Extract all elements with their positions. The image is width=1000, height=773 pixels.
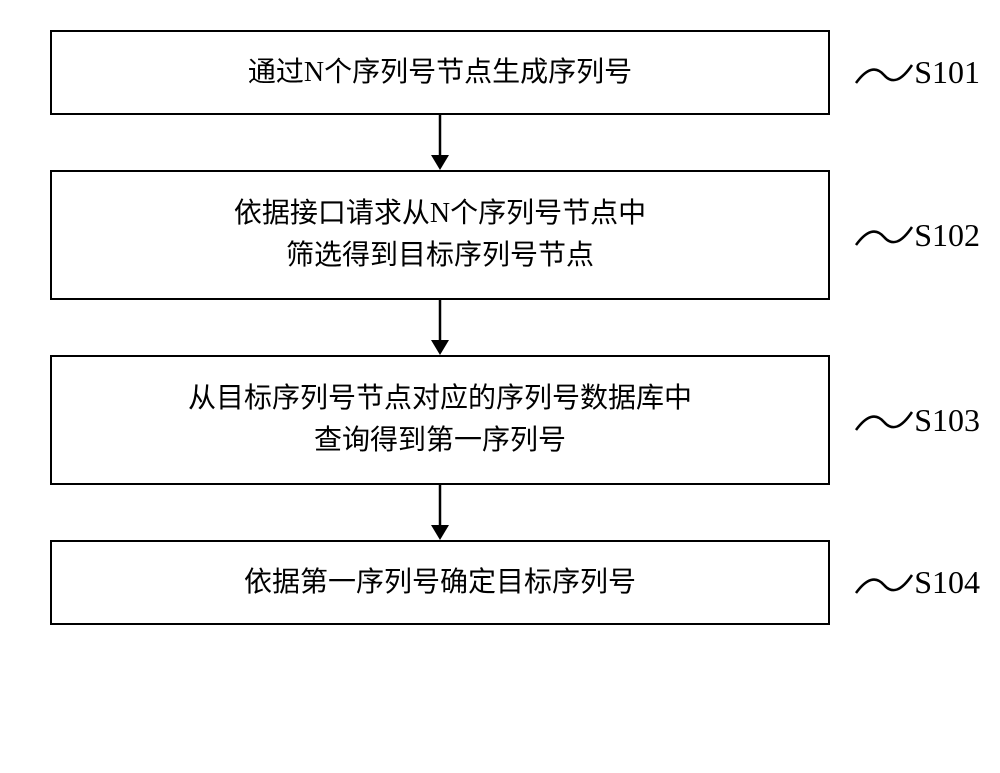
flow-step: 通过N个序列号节点生成序列号 S101 [50,30,950,115]
step-box-s104: 依据第一序列号确定目标序列号 [50,540,830,625]
step-box-s102: 依据接口请求从N个序列号节点中 筛选得到目标序列号节点 [50,170,830,300]
arrow-connector [50,115,830,170]
curve-icon [854,53,914,93]
arrow-down-icon [420,485,460,540]
curve-icon [854,215,914,255]
arrow-connector [50,485,830,540]
step-text: 通过N个序列号节点生成序列号 [248,52,632,94]
step-box-s103: 从目标序列号节点对应的序列号数据库中 查询得到第一序列号 [50,355,830,485]
flow-step: 从目标序列号节点对应的序列号数据库中 查询得到第一序列号 S103 [50,355,950,485]
step-id: S104 [914,564,980,601]
step-label-s104: S104 [854,563,980,603]
step-text: 依据接口请求从N个序列号节点中 [234,193,646,235]
flowchart-container: 通过N个序列号节点生成序列号 S101 依据接口请求从N个序列号节点中 筛选得到… [50,30,950,625]
step-label-s103: S103 [854,400,980,440]
curve-icon [854,563,914,603]
step-label-s101: S101 [854,53,980,93]
step-text: 筛选得到目标序列号节点 [286,235,594,277]
arrow-down-icon [420,300,460,355]
step-label-s102: S102 [854,215,980,255]
step-id: S103 [914,402,980,439]
arrow-down-icon [420,115,460,170]
step-text: 从目标序列号节点对应的序列号数据库中 [188,378,692,420]
step-id: S101 [914,54,980,91]
step-box-s101: 通过N个序列号节点生成序列号 [50,30,830,115]
step-text: 查询得到第一序列号 [314,420,566,462]
step-text: 依据第一序列号确定目标序列号 [244,562,636,604]
flow-step: 依据接口请求从N个序列号节点中 筛选得到目标序列号节点 S102 [50,170,950,300]
step-id: S102 [914,217,980,254]
flow-step: 依据第一序列号确定目标序列号 S104 [50,540,950,625]
arrow-connector [50,300,830,355]
curve-icon [854,400,914,440]
